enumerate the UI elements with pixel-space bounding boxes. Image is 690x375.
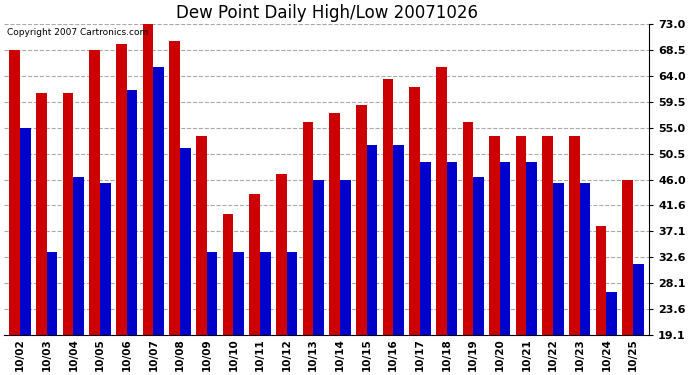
Bar <box>36 93 47 335</box>
Bar <box>100 183 111 335</box>
Bar <box>409 87 420 335</box>
Bar <box>329 113 340 335</box>
Bar <box>500 162 511 335</box>
Bar <box>356 105 366 335</box>
Bar <box>276 174 286 335</box>
Bar <box>260 252 270 335</box>
Bar <box>223 214 233 335</box>
Bar <box>462 122 473 335</box>
Bar <box>595 226 607 335</box>
Bar <box>489 136 500 335</box>
Bar <box>73 177 84 335</box>
Bar <box>569 136 580 335</box>
Bar <box>313 180 324 335</box>
Bar <box>10 50 20 335</box>
Bar <box>233 252 244 335</box>
Bar <box>143 24 153 335</box>
Bar <box>340 180 351 335</box>
Bar <box>196 136 207 335</box>
Bar <box>473 177 484 335</box>
Bar <box>47 252 57 335</box>
Bar <box>366 145 377 335</box>
Bar <box>393 145 404 335</box>
Bar <box>153 67 164 335</box>
Bar <box>516 136 526 335</box>
Title: Dew Point Daily High/Low 20071026: Dew Point Daily High/Low 20071026 <box>176 4 477 22</box>
Text: Copyright 2007 Cartronics.com: Copyright 2007 Cartronics.com <box>8 28 148 38</box>
Bar <box>207 252 217 335</box>
Bar <box>286 252 297 335</box>
Bar <box>249 194 260 335</box>
Bar <box>169 41 180 335</box>
Bar <box>116 44 127 335</box>
Bar <box>542 136 553 335</box>
Bar <box>526 162 537 335</box>
Bar <box>303 122 313 335</box>
Bar <box>607 292 617 335</box>
Bar <box>180 148 190 335</box>
Bar <box>633 264 644 335</box>
Bar <box>420 162 431 335</box>
Bar <box>622 180 633 335</box>
Bar <box>127 90 137 335</box>
Bar <box>446 162 457 335</box>
Bar <box>20 128 31 335</box>
Bar <box>436 67 446 335</box>
Bar <box>63 93 73 335</box>
Bar <box>90 50 100 335</box>
Bar <box>580 183 591 335</box>
Bar <box>382 79 393 335</box>
Bar <box>553 183 564 335</box>
